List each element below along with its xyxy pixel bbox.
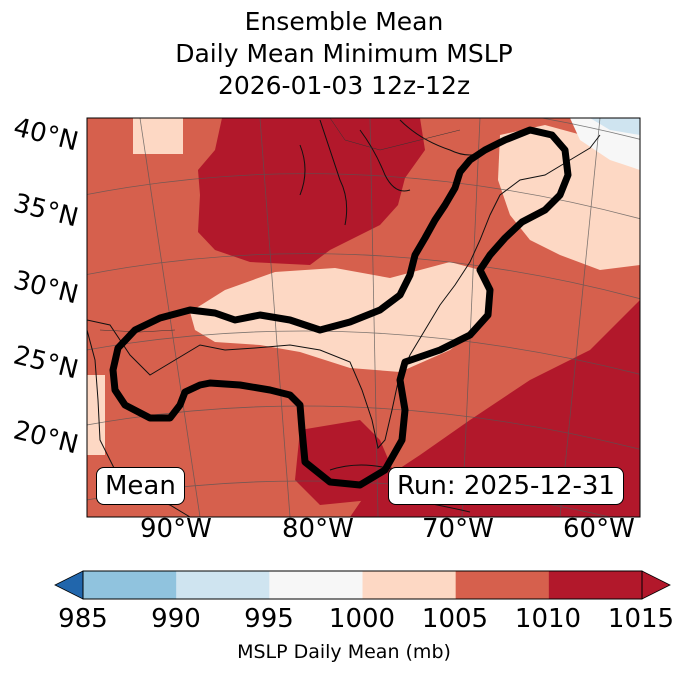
colorbar-frame [82,570,643,600]
lon-label-80w: 80°W [282,514,354,544]
colorbar-cell-1005 [455,571,550,599]
field-995-corner [590,118,640,135]
title-line-1: Ensemble Mean [244,7,444,36]
colorbar-tick-1005: 1005 [421,604,489,634]
map-frame [86,117,641,518]
colorbar-cell-990 [176,571,270,599]
field-1005-patch-nw [133,118,183,154]
colorbar-cell-985 [83,571,177,599]
highlight-outline [109,126,572,489]
colorbar-tick-995: 995 [244,604,294,634]
field-1015-greatlakes [198,118,425,265]
colorbar [54,570,671,600]
colorbar-label: MSLP Daily Mean (mb) [237,641,451,663]
title-line-2: Daily Mean Minimum MSLP [175,39,513,68]
lon-label-60w: 60°W [563,514,635,544]
colorbar-tick-1000: 1000 [328,604,396,634]
lon-label-90w: 90°W [140,514,212,544]
colorbar-cell-995 [269,571,363,599]
colorbar-tick-990: 990 [151,604,201,634]
title-line-3: 2026-01-03 12z-12z [217,71,471,100]
colorbar-tick-1010: 1010 [514,604,582,634]
colorbar-under-arrow [54,570,84,600]
colorbar-cell-1010 [548,571,643,599]
borders [99,118,461,333]
colorbar-cell-1000 [362,571,457,599]
colorbar-tick-985: 985 [58,604,108,634]
field-1015-atlantic [350,300,640,517]
field-1005-newengland [498,125,640,270]
colorbar-over-arrow [641,570,671,600]
run-date-badge: Run: 2025-12-31 [388,467,624,505]
colorbar-tick-1015: 1015 [607,604,675,634]
mean-badge: Mean [96,467,185,505]
field-1005-patch-w [87,375,105,455]
field-1015-caribbean [295,420,395,505]
lon-label-70w: 70°W [422,514,494,544]
map-area [87,118,640,517]
